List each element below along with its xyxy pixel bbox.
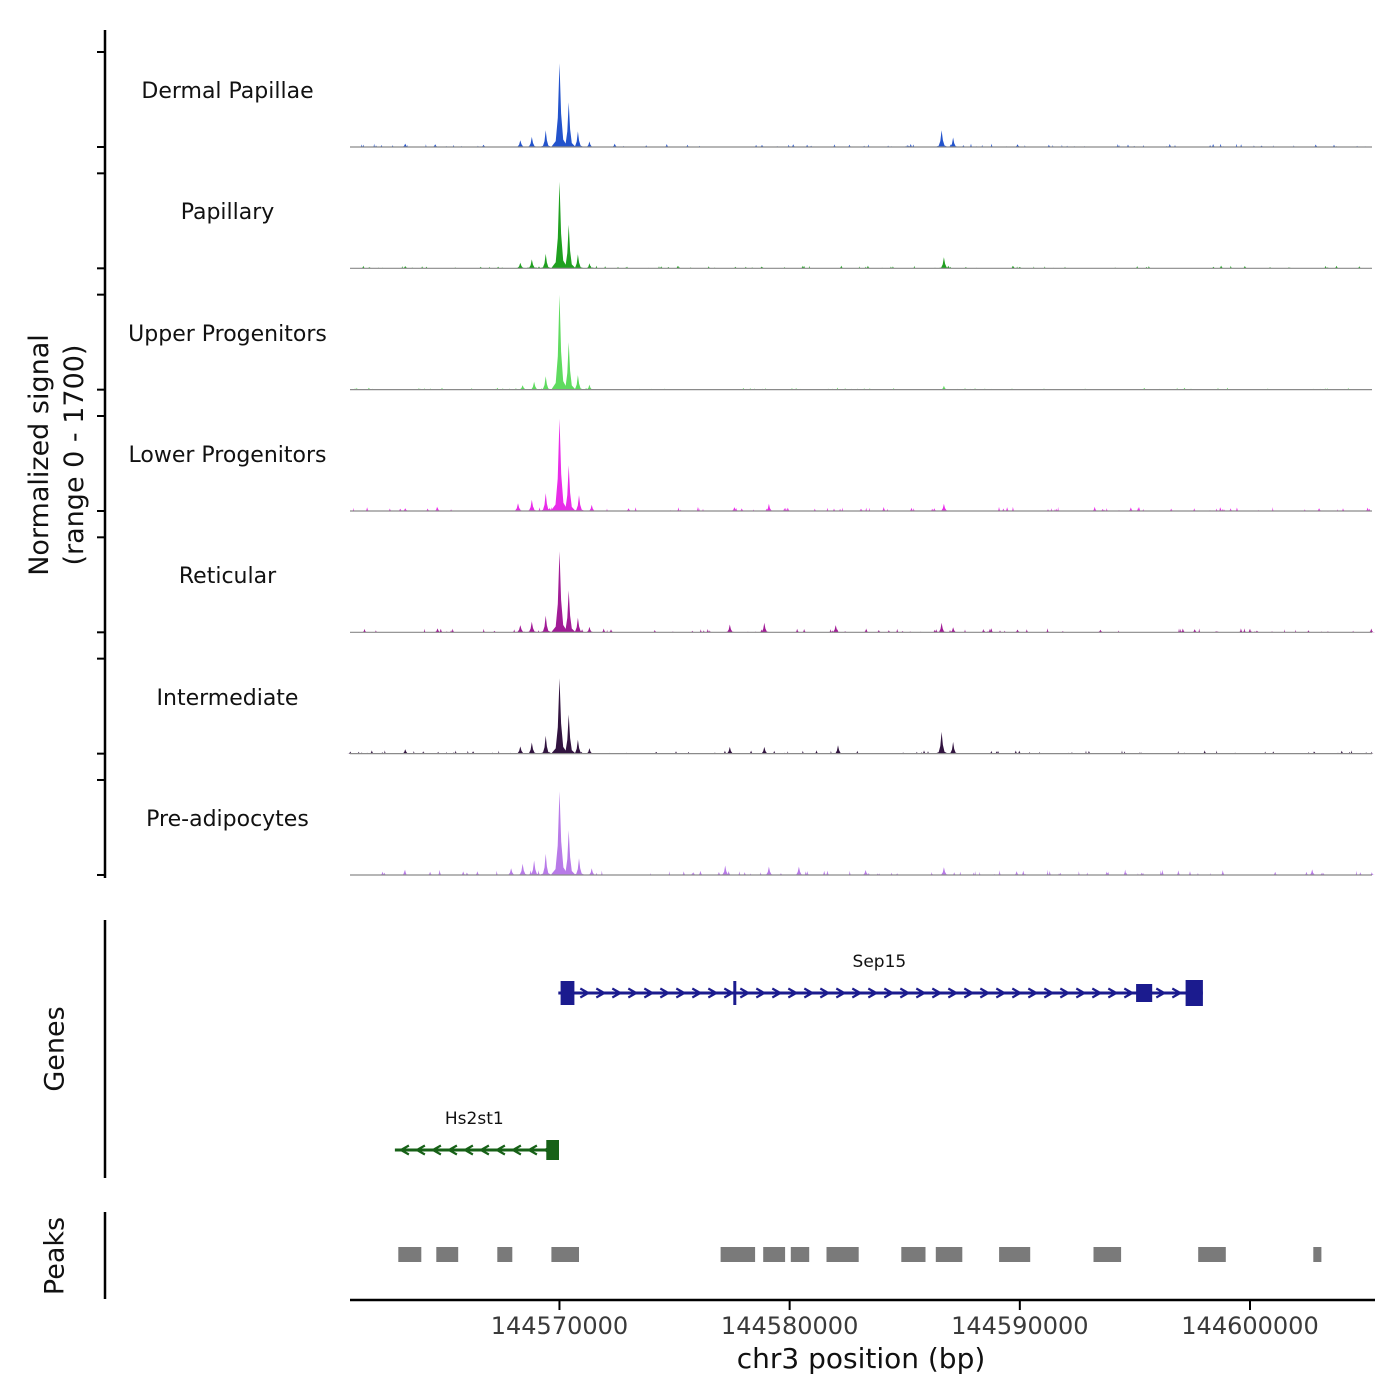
peak-box <box>901 1247 926 1262</box>
strand-arrow-icon <box>430 1144 442 1156</box>
strand-arrow-icon <box>659 987 671 999</box>
strand-arrow-icon <box>803 987 815 999</box>
signal-track-intermediate <box>347 678 1374 754</box>
strand-arrow-icon <box>462 1144 474 1156</box>
strand-arrow-icon <box>979 987 991 999</box>
x-tick-label-144600000: 144600000 <box>1181 1312 1318 1340</box>
strand-arrow-icon <box>883 987 895 999</box>
gene-exon <box>560 981 575 1005</box>
peak-box <box>790 1247 810 1262</box>
strand-arrow-icon <box>1059 987 1071 999</box>
peak-box <box>436 1247 459 1262</box>
track-label-lower-progenitors: Lower Progenitors <box>128 442 327 468</box>
strand-arrow-icon <box>707 987 719 999</box>
strand-arrow-icon <box>1027 987 1039 999</box>
strand-arrow-icon <box>1091 987 1103 999</box>
peak-box <box>1198 1247 1226 1262</box>
signal-track-dermal-papillae <box>359 63 1368 148</box>
peak-box <box>398 1247 422 1262</box>
strand-arrow-icon <box>755 987 767 999</box>
strand-arrow-icon <box>494 1144 506 1156</box>
strand-arrow-icon <box>1107 987 1119 999</box>
signal-track-reticular <box>361 551 1376 633</box>
strand-arrow-icon <box>446 1144 458 1156</box>
gene-exon <box>733 981 737 1005</box>
strand-arrow-icon <box>579 987 591 999</box>
gene-exon <box>1185 980 1203 1006</box>
signal-track-upper-progenitors <box>351 294 1351 390</box>
strand-arrow-icon <box>643 987 655 999</box>
strand-arrow-icon <box>414 1144 426 1156</box>
strand-arrow-icon <box>739 987 751 999</box>
strand-arrow-icon <box>611 987 623 999</box>
strand-arrow-icon <box>867 987 879 999</box>
strand-arrow-icon <box>1011 987 1023 999</box>
track-label-intermediate: Intermediate <box>156 685 299 711</box>
gene-label-sep15: Sep15 <box>853 952 907 972</box>
strand-arrow-icon <box>478 1144 490 1156</box>
signal-track-papillary <box>360 181 1374 269</box>
strand-arrow-icon <box>771 987 783 999</box>
strand-arrow-icon <box>899 987 911 999</box>
signal-track-lower-progenitors <box>352 418 1373 511</box>
strand-arrow-icon <box>963 987 975 999</box>
peak-box <box>1313 1247 1322 1262</box>
peak-box <box>720 1247 756 1262</box>
peak-box <box>999 1247 1031 1262</box>
strand-arrow-icon <box>1043 987 1055 999</box>
strand-arrow-icon <box>947 987 959 999</box>
strand-arrow-icon <box>526 1144 538 1156</box>
strand-arrow-icon <box>819 987 831 999</box>
strand-arrow-icon <box>723 987 735 999</box>
peak-box <box>1093 1247 1122 1262</box>
gene-sep15: Sep15 <box>558 952 1203 1006</box>
peak-box <box>763 1247 786 1262</box>
x-tick-label-144580000: 144580000 <box>721 1312 858 1340</box>
strand-arrow-icon <box>995 987 1007 999</box>
strand-arrow-icon <box>915 987 927 999</box>
x-tick-label-144570000: 144570000 <box>491 1312 628 1340</box>
strand-arrow-icon <box>675 987 687 999</box>
gene-label-hs2st1: Hs2st1 <box>445 1109 504 1129</box>
track-label-pre-adipocytes: Pre-adipocytes <box>146 806 309 832</box>
strand-arrow-icon <box>595 987 607 999</box>
track-label-upper-progenitors: Upper Progenitors <box>128 321 327 347</box>
track-label-dermal-papillae: Dermal Papillae <box>141 79 314 104</box>
gene-exon <box>1136 984 1153 1002</box>
peak-box <box>551 1247 579 1262</box>
gene-hs2st1: Hs2st1 <box>394 1109 560 1160</box>
peak-box <box>935 1247 963 1262</box>
signal-track-pre-adipocytes <box>379 791 1375 875</box>
gene-exon <box>546 1140 559 1160</box>
x-axis-title: chr3 position (bp) <box>736 1342 986 1375</box>
strand-arrow-icon <box>691 987 703 999</box>
track-label-papillary: Papillary <box>180 200 275 226</box>
strand-arrow-icon <box>787 987 799 999</box>
x-tick-label-144590000: 144590000 <box>951 1312 1088 1340</box>
strand-arrow-icon <box>398 1144 410 1156</box>
peak-box <box>826 1247 859 1262</box>
strand-arrow-icon <box>1155 987 1167 999</box>
strand-arrow-icon <box>1171 987 1183 999</box>
strand-arrow-icon <box>510 1144 522 1156</box>
strand-arrow-icon <box>931 987 943 999</box>
peaks-track <box>398 1247 1322 1262</box>
track-label-reticular: Reticular <box>178 564 277 590</box>
strand-arrow-icon <box>627 987 639 999</box>
strand-arrow-icon <box>1075 987 1087 999</box>
peak-box <box>497 1247 513 1262</box>
strand-arrow-icon <box>851 987 863 999</box>
strand-arrow-icon <box>1123 987 1135 999</box>
strand-arrow-icon <box>835 987 847 999</box>
